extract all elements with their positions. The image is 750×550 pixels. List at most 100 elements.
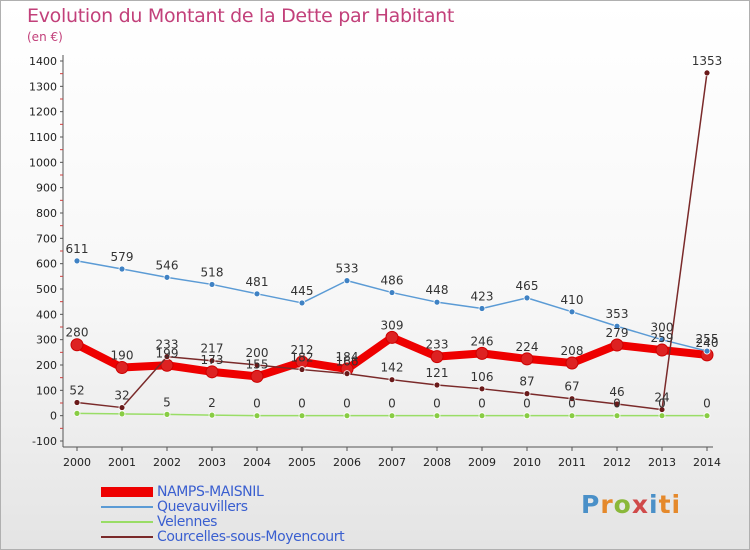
data-label: 52	[69, 383, 84, 397]
data-point	[250, 369, 264, 383]
data-label: 0	[433, 397, 441, 411]
data-point	[118, 265, 126, 273]
data-point	[163, 273, 171, 281]
data-point	[613, 412, 621, 420]
data-label: 173	[201, 353, 224, 367]
data-point	[703, 69, 711, 77]
data-label: 1353	[692, 54, 723, 68]
y-tick-label: 500	[36, 283, 57, 296]
data-label: 410	[561, 293, 584, 307]
data-point	[478, 305, 486, 312]
data-label: 309	[381, 318, 404, 332]
x-tick-label: 2007	[378, 456, 406, 469]
data-label: 190	[111, 349, 134, 363]
x-tick-label: 2000	[63, 456, 91, 469]
legend-label: Quevauvillers	[157, 499, 248, 515]
data-point	[70, 338, 84, 352]
logo-letter: r	[600, 490, 614, 519]
data-point	[613, 400, 621, 408]
data-point	[433, 381, 441, 389]
y-tick-label: 700	[36, 232, 57, 245]
data-label: 448	[426, 283, 449, 297]
y-tick-label: 400	[36, 308, 57, 321]
data-point	[523, 390, 531, 398]
data-point	[610, 338, 624, 352]
data-label: 240	[696, 336, 719, 350]
data-point	[253, 361, 261, 369]
data-label: 486	[381, 274, 404, 288]
data-label: 166	[336, 355, 359, 369]
data-label: 67	[564, 380, 579, 394]
data-label: 0	[388, 397, 396, 411]
data-label: 24	[654, 391, 669, 405]
data-label: 212	[291, 343, 314, 357]
data-point	[208, 357, 216, 365]
data-point	[478, 385, 486, 393]
chart-unit: (en €)	[27, 30, 63, 44]
y-tick-label: 1100	[29, 131, 57, 144]
data-label: 445	[291, 284, 314, 298]
data-label: 0	[253, 397, 261, 411]
logo-letter: o	[613, 490, 632, 519]
chart-title: Evolution du Montant de la Dette par Hab…	[27, 5, 455, 27]
data-point	[523, 294, 531, 302]
legend-label: Velennes	[157, 514, 218, 530]
data-label: 0	[703, 397, 711, 411]
data-point	[118, 410, 126, 418]
data-label: 465	[516, 279, 539, 293]
data-label: 106	[471, 370, 494, 384]
data-label: 533	[336, 262, 359, 276]
data-point	[703, 412, 711, 420]
data-point	[568, 412, 576, 420]
data-label: 142	[381, 361, 404, 375]
y-tick-label: 1300	[29, 80, 57, 93]
data-label: 155	[246, 357, 269, 371]
data-point	[253, 412, 261, 420]
data-point	[658, 336, 666, 344]
x-tick-label: 2008	[423, 456, 451, 469]
data-point	[433, 412, 441, 420]
data-label: 0	[298, 397, 306, 411]
y-tick-label: 600	[36, 258, 57, 271]
data-point	[475, 346, 489, 360]
y-tick-label: 200	[36, 359, 57, 372]
data-label: 121	[426, 366, 449, 380]
x-tick-label: 2014	[693, 456, 721, 469]
data-label: 546	[156, 258, 179, 272]
data-label: 200	[246, 346, 269, 360]
data-point	[343, 277, 351, 285]
data-point	[658, 412, 666, 420]
legend-swatch	[101, 506, 153, 508]
legend-swatch	[101, 521, 153, 523]
x-tick-label: 2013	[648, 456, 676, 469]
data-point	[208, 411, 216, 419]
data-point	[205, 365, 219, 379]
legend-swatch	[101, 536, 153, 538]
data-label: 5	[163, 395, 171, 409]
data-point	[703, 347, 711, 355]
data-point	[343, 370, 351, 378]
y-tick-label: 0	[50, 410, 57, 423]
data-point	[163, 353, 171, 361]
data-point	[520, 352, 534, 366]
y-tick-label: 900	[36, 182, 57, 195]
data-point	[253, 290, 261, 298]
data-label: 0	[613, 397, 621, 411]
x-tick-label: 2001	[108, 456, 136, 469]
data-label: 280	[66, 326, 89, 340]
x-tick-label: 2012	[603, 456, 631, 469]
data-label: 233	[426, 338, 449, 352]
data-label: 0	[658, 397, 666, 411]
data-point	[388, 412, 396, 420]
data-point	[73, 257, 81, 265]
data-point	[298, 412, 306, 420]
y-tick-label: 1000	[29, 156, 57, 169]
x-tick-label: 2004	[243, 456, 271, 469]
data-label: 579	[111, 250, 134, 264]
data-label: 423	[471, 290, 494, 304]
data-label: 46	[609, 385, 624, 399]
x-tick-label: 2002	[153, 456, 181, 469]
data-point	[73, 409, 81, 417]
